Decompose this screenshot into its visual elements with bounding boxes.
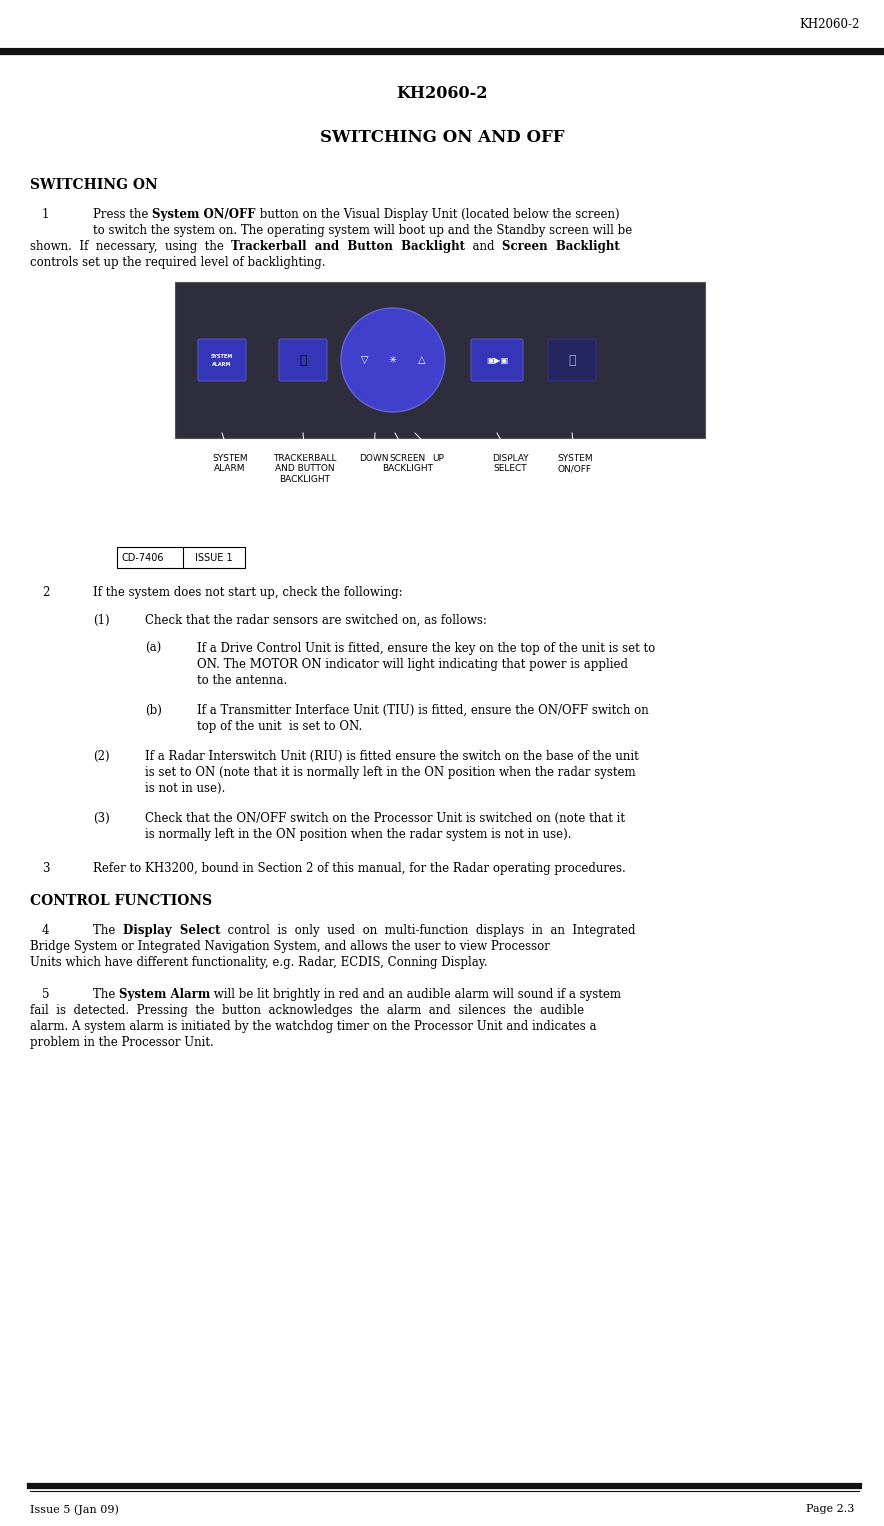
Text: alarm. A system alarm is initiated by the watchdog timer on the Processor Unit a: alarm. A system alarm is initiated by th… [30, 1019, 597, 1033]
Text: 💡: 💡 [300, 354, 307, 366]
Text: will be lit brightly in red and an audible alarm will sound if a system: will be lit brightly in red and an audib… [210, 987, 621, 1001]
FancyBboxPatch shape [279, 339, 327, 382]
Text: The: The [93, 925, 123, 937]
Text: If a Transmitter Interface Unit (TIU) is fitted, ensure the ON/OFF switch on: If a Transmitter Interface Unit (TIU) is… [197, 703, 649, 717]
Circle shape [341, 308, 445, 412]
Text: (b): (b) [145, 703, 162, 717]
Text: (2): (2) [93, 749, 110, 763]
Text: ✳: ✳ [389, 356, 397, 365]
Text: Display  Select: Display Select [123, 925, 220, 937]
Text: and: and [465, 240, 502, 253]
Text: 2: 2 [42, 586, 50, 600]
FancyBboxPatch shape [198, 339, 246, 382]
Text: CONTROL FUNCTIONS: CONTROL FUNCTIONS [30, 894, 212, 908]
Text: Refer to KH3200, bound in Section 2 of this manual, for the Radar operating proc: Refer to KH3200, bound in Section 2 of t… [93, 862, 626, 874]
Text: to the antenna.: to the antenna. [197, 674, 287, 687]
Text: is normally left in the ON position when the radar system is not in use).: is normally left in the ON position when… [145, 829, 571, 841]
Text: △: △ [418, 356, 425, 365]
Text: TRACKERBALL
AND BUTTON
BACKLIGHT: TRACKERBALL AND BUTTON BACKLIGHT [273, 455, 337, 484]
Text: control  is  only  used  on  multi-function  displays  in  an  Integrated: control is only used on multi-function d… [220, 925, 636, 937]
Text: controls set up the required level of backlighting.: controls set up the required level of ba… [30, 256, 325, 269]
Text: SYSTEM
ON/OFF: SYSTEM ON/OFF [557, 455, 593, 473]
Text: ALARM: ALARM [212, 362, 232, 366]
FancyBboxPatch shape [548, 339, 596, 382]
Text: (a): (a) [145, 642, 161, 655]
Text: Units which have different functionality, e.g. Radar, ECDIS, Conning Display.: Units which have different functionality… [30, 955, 488, 969]
Bar [175, 282, 705, 438]
Text: ON. The MOTOR ON indicator will light indicating that power is applied: ON. The MOTOR ON indicator will light in… [197, 658, 628, 671]
Text: to switch the system on. The operating system will boot up and the Standby scree: to switch the system on. The operating s… [93, 224, 632, 237]
Text: Screen  Backlight: Screen Backlight [502, 240, 620, 253]
Text: SCREEN
BACKLIGHT: SCREEN BACKLIGHT [383, 455, 433, 473]
Text: SWITCHING ON: SWITCHING ON [30, 179, 157, 192]
Text: ▽: ▽ [361, 356, 368, 365]
Text: DISPLAY
SELECT: DISPLAY SELECT [492, 455, 529, 473]
Text: The: The [93, 987, 119, 1001]
Text: is set to ON (note that it is normally left in the ON position when the radar sy: is set to ON (note that it is normally l… [145, 766, 636, 778]
Text: Press the: Press the [93, 208, 152, 221]
Text: 4: 4 [42, 925, 50, 937]
Text: If the system does not start up, check the following:: If the system does not start up, check t… [93, 586, 402, 600]
Text: Check that the ON/OFF switch on the Processor Unit is switched on (note that it: Check that the ON/OFF switch on the Proc… [145, 812, 625, 826]
Text: If a Radar Interswitch Unit (RIU) is fitted ensure the switch on the base of the: If a Radar Interswitch Unit (RIU) is fit… [145, 749, 639, 763]
Text: Issue 5 (Jan 09): Issue 5 (Jan 09) [30, 1505, 118, 1515]
Text: KH2060-2: KH2060-2 [800, 18, 860, 31]
FancyBboxPatch shape [471, 339, 523, 382]
Text: System Alarm: System Alarm [119, 987, 210, 1001]
Text: System ON/OFF: System ON/OFF [152, 208, 255, 221]
Text: fail  is  detected.  Pressing  the  button  acknowledges  the  alarm  and  silen: fail is detected. Pressing the button ac… [30, 1004, 584, 1016]
Text: ▣▶▣: ▣▶▣ [486, 356, 508, 365]
Text: problem in the Processor Unit.: problem in the Processor Unit. [30, 1036, 214, 1048]
Text: DOWN: DOWN [359, 455, 389, 462]
Text: SWITCHING ON AND OFF: SWITCHING ON AND OFF [320, 130, 564, 146]
Text: CD-7406: CD-7406 [121, 552, 164, 563]
Text: top of the unit  is set to ON.: top of the unit is set to ON. [197, 720, 362, 732]
Text: button on the Visual Display Unit (located below the screen): button on the Visual Display Unit (locat… [255, 208, 620, 221]
Text: If a Drive Control Unit is fitted, ensure the key on the top of the unit is set : If a Drive Control Unit is fitted, ensur… [197, 642, 655, 655]
Text: KH2060-2: KH2060-2 [396, 84, 488, 102]
Text: UP: UP [432, 455, 444, 462]
Text: ISSUE 1: ISSUE 1 [195, 552, 232, 563]
Text: Page 2.3: Page 2.3 [805, 1505, 854, 1514]
Text: SYSTEM
ALARM: SYSTEM ALARM [212, 455, 248, 473]
Text: SYSTEM: SYSTEM [211, 354, 233, 359]
Bar [117, 546, 245, 568]
Text: Bridge System or Integrated Navigation System, and allows the user to view Proce: Bridge System or Integrated Navigation S… [30, 940, 550, 954]
Text: (3): (3) [93, 812, 110, 826]
Text: Check that the radar sensors are switched on, as follows:: Check that the radar sensors are switche… [145, 613, 487, 627]
Text: 5: 5 [42, 987, 50, 1001]
Text: 3: 3 [42, 862, 50, 874]
Text: Trackerball  and  Button  Backlight: Trackerball and Button Backlight [232, 240, 465, 253]
Text: ⏻: ⏻ [568, 354, 575, 366]
Text: (1): (1) [93, 613, 110, 627]
Text: is not in use).: is not in use). [145, 781, 225, 795]
Text: shown.  If  necessary,  using  the: shown. If necessary, using the [30, 240, 232, 253]
Text: 1: 1 [42, 208, 50, 221]
